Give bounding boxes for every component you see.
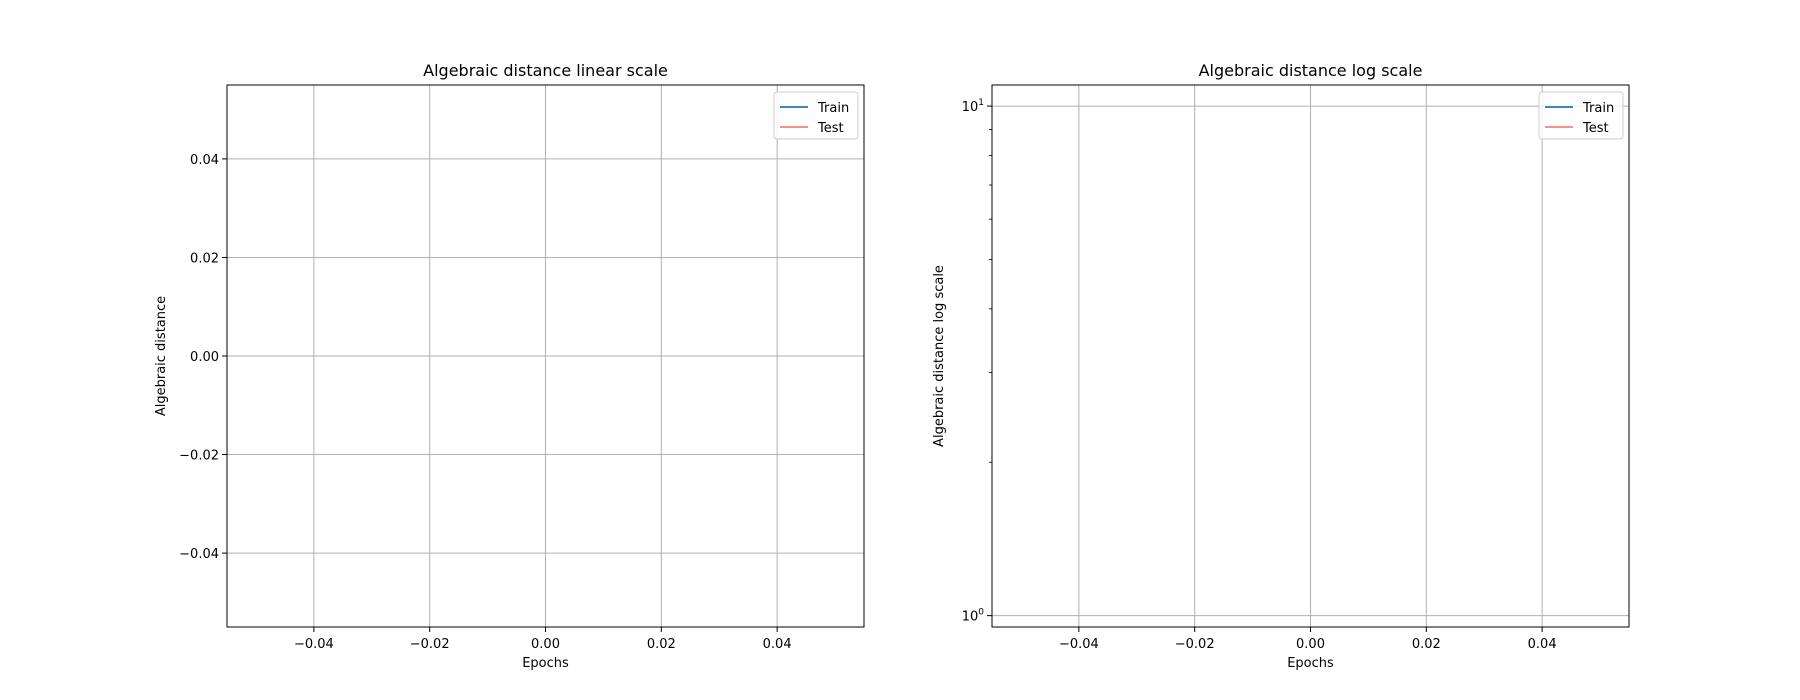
axes-frame — [226, 84, 865, 628]
y-tick-exponent: 0 — [978, 608, 984, 618]
chart-title: Algebraic distance linear scale — [423, 61, 668, 80]
y-axis-label: Algebraic distance — [154, 296, 169, 416]
axes-frame — [991, 84, 1630, 628]
x-tick-label: −0.04 — [1059, 637, 1099, 652]
x-tick-label: 0.04 — [763, 637, 792, 652]
y-tick-label: −0.04 — [179, 547, 219, 562]
y-tick-label: 0.04 — [190, 153, 219, 168]
y-tick-label: −0.02 — [179, 449, 219, 464]
x-tick-label: 0.02 — [647, 637, 676, 652]
x-axis-label: Epochs — [1287, 656, 1334, 671]
y-tick-base: 10 — [962, 610, 979, 625]
x-tick-label: −0.02 — [1175, 637, 1215, 652]
x-tick-label: 0.00 — [531, 637, 560, 652]
x-axis-label: Epochs — [522, 656, 569, 671]
x-tick-label: −0.02 — [410, 637, 450, 652]
chart-panel-1: −0.04 −0.02 0.00 0.02 0.04 0.04 0.02 0.00 −0.02 −… — [154, 61, 865, 671]
x-tick-label: −0.04 — [294, 637, 334, 652]
x-tick-label: 0.02 — [1412, 637, 1441, 652]
y-tick-base: 10 — [962, 100, 979, 115]
legend-label-test: Test — [1582, 121, 1609, 136]
y-tick-label: 100 — [962, 608, 985, 625]
legend: Train Test — [1538, 91, 1624, 140]
y-tick-label: 0.02 — [190, 251, 219, 266]
legend-label-train: Train — [817, 101, 849, 116]
y-tick-label: 0.00 — [190, 350, 219, 365]
y-axis-label: Algebraic distance log scale — [932, 265, 947, 447]
legend: Train Test — [773, 91, 859, 140]
legend-label-train: Train — [1582, 101, 1614, 116]
x-tick-label: 0.00 — [1296, 637, 1325, 652]
legend-label-test: Test — [817, 121, 844, 136]
x-tick-label: 0.04 — [1528, 637, 1557, 652]
y-tick-label: 101 — [962, 98, 984, 115]
y-tick-exponent: 1 — [978, 98, 984, 108]
chart-title: Algebraic distance log scale — [1199, 61, 1423, 80]
